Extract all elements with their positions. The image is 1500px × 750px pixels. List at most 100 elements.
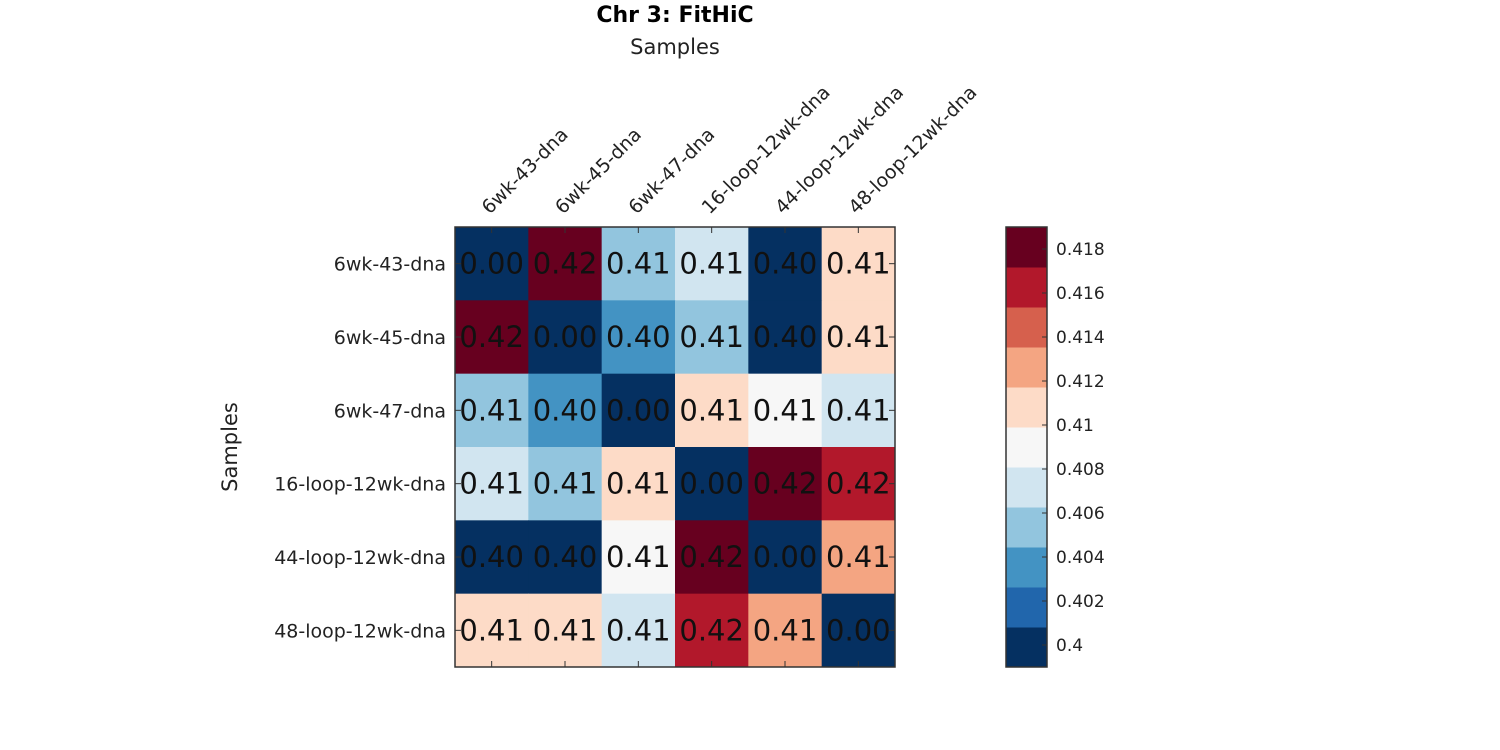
colorbar-segment: [1006, 307, 1047, 348]
colorbar-tick-label: 0.41: [1056, 416, 1094, 436]
heatmap-cell: [748, 227, 823, 301]
cell-value-label: 0.42: [679, 613, 744, 647]
heatmap-cell: [748, 520, 823, 595]
cell-value-label: 0.41: [459, 467, 524, 501]
heatmap-cell: [821, 373, 896, 448]
cell-value-label: 0.41: [679, 247, 744, 281]
cell-value-label: 0.00: [826, 613, 891, 647]
heatmap-cell-labels: 0.00 0.42 0.41 0.41 0.40 0.410.42 0.00 0.40 0.41…: [459, 247, 890, 648]
colorbar-segment: [1006, 387, 1047, 428]
heatmap-cell: [528, 227, 603, 301]
y-tick-label: 6wk-47-dna: [334, 400, 446, 422]
colorbar-segment: [1006, 467, 1047, 508]
colorbar-segment: [1006, 507, 1047, 548]
heatmap-cell: [528, 520, 603, 595]
cell-value-label: 0.42: [826, 467, 891, 501]
heatmap-cell: [528, 447, 603, 521]
heatmap-cell: [528, 373, 603, 448]
colorbar-tick-label: 0.406: [1056, 504, 1105, 524]
colorbar-tick-label: 0.416: [1056, 284, 1105, 304]
heatmap-cell: [821, 593, 896, 668]
colorbar: 0.4 0.402 0.404 0.406 0.408 0.41 0.412 0.414 0.4…: [1005, 226, 1105, 668]
heatmap-cell: [748, 447, 823, 521]
cell-value-label: 0.42: [753, 467, 818, 501]
heatmap-cell: [601, 373, 676, 448]
heatmap-cell: [601, 593, 676, 668]
y-tick-label: 6wk-43-dna: [334, 254, 446, 276]
colorbar-segment: [1006, 587, 1047, 628]
heatmap-cell: [455, 373, 529, 448]
cell-value-label: 0.40: [753, 320, 818, 354]
colorbar-tick-label: 0.4: [1056, 636, 1083, 656]
heatmap-cell: [528, 300, 603, 375]
cell-value-label: 0.41: [459, 393, 524, 427]
heatmap-cell: [821, 300, 896, 375]
cell-value-label: 0.41: [826, 540, 891, 574]
y-tick-label: 44-loop-12wk-dna: [274, 547, 446, 569]
cell-value-label: 0.00: [533, 320, 598, 354]
cell-value-label: 0.41: [606, 247, 671, 281]
heatmap-cell: [455, 520, 529, 595]
heatmap-cell: [455, 300, 529, 375]
x-axis-label: Samples: [630, 35, 720, 59]
cell-value-label: 0.41: [533, 467, 598, 501]
heatmap-cell: [601, 520, 676, 595]
cell-value-label: 0.42: [459, 320, 524, 354]
colorbar-tick-label: 0.408: [1056, 460, 1105, 480]
y-tick-label: 48-loop-12wk-dna: [274, 620, 446, 642]
colorbar-segment: [1006, 427, 1047, 468]
heatmap-cell: [675, 520, 749, 595]
colorbar-segment: [1006, 627, 1047, 668]
heatmap-cell: [748, 300, 823, 375]
heatmap-cell: [675, 300, 749, 375]
y-tick-labels: 6wk-43-dna 6wk-45-dna 6wk-47-dna 16-loop-12…: [274, 254, 895, 642]
y-tick-label: 6wk-45-dna: [334, 327, 446, 349]
cell-value-label: 0.41: [826, 393, 891, 427]
cell-value-label: 0.00: [753, 540, 818, 574]
cell-value-label: 0.41: [606, 540, 671, 574]
colorbar-segment: [1006, 267, 1047, 308]
y-axis-label: Samples: [218, 402, 242, 492]
heatmap-cell: [601, 300, 676, 375]
cell-value-label: 0.00: [459, 247, 524, 281]
x-tick-label: 44-loop-12wk-dna: [771, 81, 908, 218]
cell-value-label: 0.41: [606, 613, 671, 647]
heatmap-cell: [528, 593, 603, 668]
colorbar-segment: [1006, 547, 1047, 588]
cell-value-label: 0.00: [679, 467, 744, 501]
colorbar-tick-label: 0.418: [1056, 240, 1105, 260]
cell-value-label: 0.41: [459, 613, 524, 647]
cell-value-label: 0.41: [679, 393, 744, 427]
heatmap-cell: [821, 520, 896, 595]
x-tick-label: 16-loop-12wk-dna: [698, 81, 835, 218]
colorbar-tick-label: 0.404: [1056, 548, 1105, 568]
cell-value-label: 0.41: [826, 247, 891, 281]
colorbar-tick-label: 0.402: [1056, 592, 1105, 612]
chart-title: Chr 3: FitHiC: [596, 3, 753, 28]
heatmap-cell: [675, 447, 749, 521]
cell-value-label: 0.42: [679, 540, 744, 574]
heatmap-cell: [821, 447, 896, 521]
heatmap-cell: [748, 373, 823, 448]
heatmap-cell: [455, 593, 529, 668]
heatmap-cell: [601, 227, 676, 301]
x-tick-label: 48-loop-12wk-dna: [844, 81, 981, 218]
heatmap-cell: [455, 227, 529, 301]
y-tick-label: 16-loop-12wk-dna: [274, 474, 446, 496]
colorbar-frame: [1005, 226, 1048, 668]
cell-value-label: 0.41: [753, 613, 818, 647]
heatmap-cell: [455, 447, 529, 521]
cell-value-label: 0.00: [606, 393, 671, 427]
cell-value-label: 0.41: [606, 467, 671, 501]
colorbar-segment: [1006, 347, 1047, 388]
cell-value-label: 0.40: [753, 247, 818, 281]
heatmap-cell: [675, 593, 749, 668]
cell-value-label: 0.40: [533, 393, 598, 427]
heatmap-cell: [748, 593, 823, 668]
cell-value-label: 0.41: [826, 320, 891, 354]
heatmap-cells: [455, 227, 896, 668]
heatmap-cell: [675, 373, 749, 448]
cell-value-label: 0.40: [606, 320, 671, 354]
cell-value-label: 0.41: [679, 320, 744, 354]
cell-value-label: 0.40: [459, 540, 524, 574]
